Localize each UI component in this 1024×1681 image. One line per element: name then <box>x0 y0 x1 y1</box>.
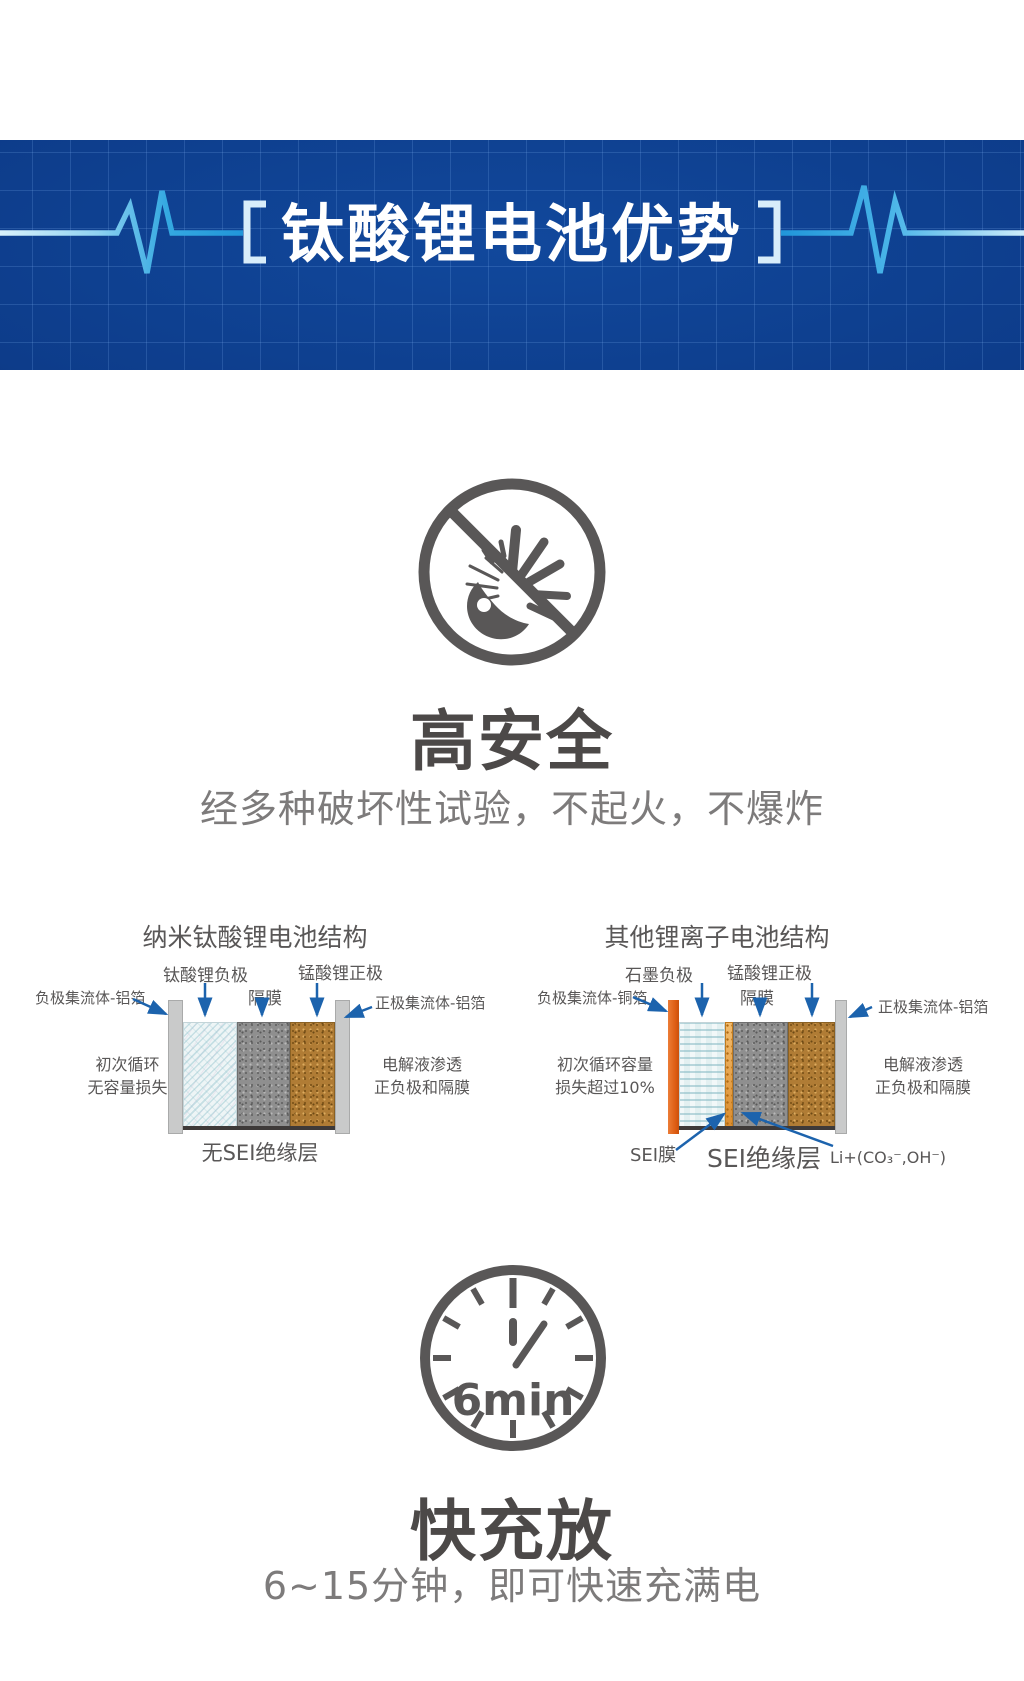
separator-layer <box>733 1022 788 1128</box>
lto-anode-layer <box>183 1022 237 1128</box>
cathode-label: 锰酸锂正极 <box>727 964 812 984</box>
anode-label: 石墨负极 <box>625 966 693 986</box>
left-note-line1: 初次循环 <box>95 1055 160 1074</box>
separator-label: 隔膜 <box>248 989 282 1009</box>
anode-collector-label: 负极集流体-铝箔 <box>35 989 146 1007</box>
other-battery-diagram: 其他锂离子电池结构 石墨负极 锰酸锂正极 隔膜 负极集流体-铜箔 正极集流体-铝… <box>500 915 1005 1190</box>
cathode-collector-label: 正极集流体-铝箔 <box>878 998 989 1016</box>
ekg-pulse-line-icon <box>0 185 1024 274</box>
clock-minutes-label: 6min <box>452 1375 575 1426</box>
cell-bottom-line <box>183 1126 335 1130</box>
lithium-ion-label: Li+(CO₃⁻,OH⁻) <box>830 1148 947 1167</box>
lto-battery-diagram: 纳米钛酸锂电池结构 钛酸锂负极 锰酸锂正极 隔膜 负极集流体-铝箔 正极集流体-… <box>20 915 490 1190</box>
anode-collector-bar <box>168 1000 183 1134</box>
left-note: 初次循环 无容量损失 <box>65 1053 190 1099</box>
cell-bottom-line <box>679 1126 835 1130</box>
left-note-line2: 无容量损失 <box>87 1078 168 1097</box>
cathode-collector-label: 正极集流体-铝箔 <box>375 994 486 1012</box>
left-note-line1: 初次循环容量 <box>556 1055 653 1074</box>
separator-layer <box>237 1022 290 1128</box>
safety-title: 高安全 <box>410 703 614 780</box>
no-explosion-icon <box>418 478 606 666</box>
diagram-title: 纳米钛酸锂电池结构 <box>142 923 368 952</box>
page-title: 钛酸锂电池优势 <box>281 198 743 271</box>
cathode-collector-bar <box>335 1000 350 1134</box>
cathode-layer <box>290 1022 335 1128</box>
right-note-line2: 正负极和隔膜 <box>874 1078 971 1097</box>
diagram-title: 其他锂离子电池结构 <box>604 923 830 952</box>
no-sei-note: 无SEI绝缘层 <box>201 1141 319 1165</box>
left-note-line2: 损失超过10% <box>555 1078 655 1097</box>
charge-title: 快充放 <box>410 1493 614 1570</box>
anode-collector-label: 负极集流体-铜箔 <box>537 989 648 1007</box>
charge-subtitle: 6~15分钟，即可快速充满电 <box>262 1564 762 1608</box>
header-banner: 钛酸锂电池优势 <box>0 140 1024 370</box>
sei-film-strip <box>725 1022 733 1128</box>
separator-label: 隔膜 <box>740 989 774 1009</box>
copper-collector-bar <box>668 1000 679 1134</box>
left-note: 初次循环容量 损失超过10% <box>545 1053 665 1099</box>
cathode-layer <box>788 1022 835 1128</box>
right-note-line1: 电解液渗透 <box>381 1055 462 1074</box>
sei-film-label: SEI膜 <box>630 1145 677 1166</box>
grid-pattern <box>0 140 1024 370</box>
clock-icon: 6min <box>420 1265 606 1451</box>
right-note: 电解液渗透 正负极和隔膜 <box>863 1053 983 1099</box>
safety-subtitle: 经多种破坏性试验，不起火，不爆炸 <box>199 787 824 831</box>
right-note-line1: 电解液渗透 <box>882 1055 963 1074</box>
right-note-line2: 正负极和隔膜 <box>373 1078 470 1097</box>
cathode-collector-bar <box>835 1000 847 1134</box>
graphite-anode-layer <box>679 1022 725 1128</box>
cathode-label: 锰酸锂正极 <box>298 964 383 984</box>
right-note: 电解液渗透 正负极和隔膜 <box>358 1053 486 1099</box>
anode-label: 钛酸锂负极 <box>163 966 248 986</box>
sei-layer-label: SEI绝缘层 <box>707 1144 822 1173</box>
